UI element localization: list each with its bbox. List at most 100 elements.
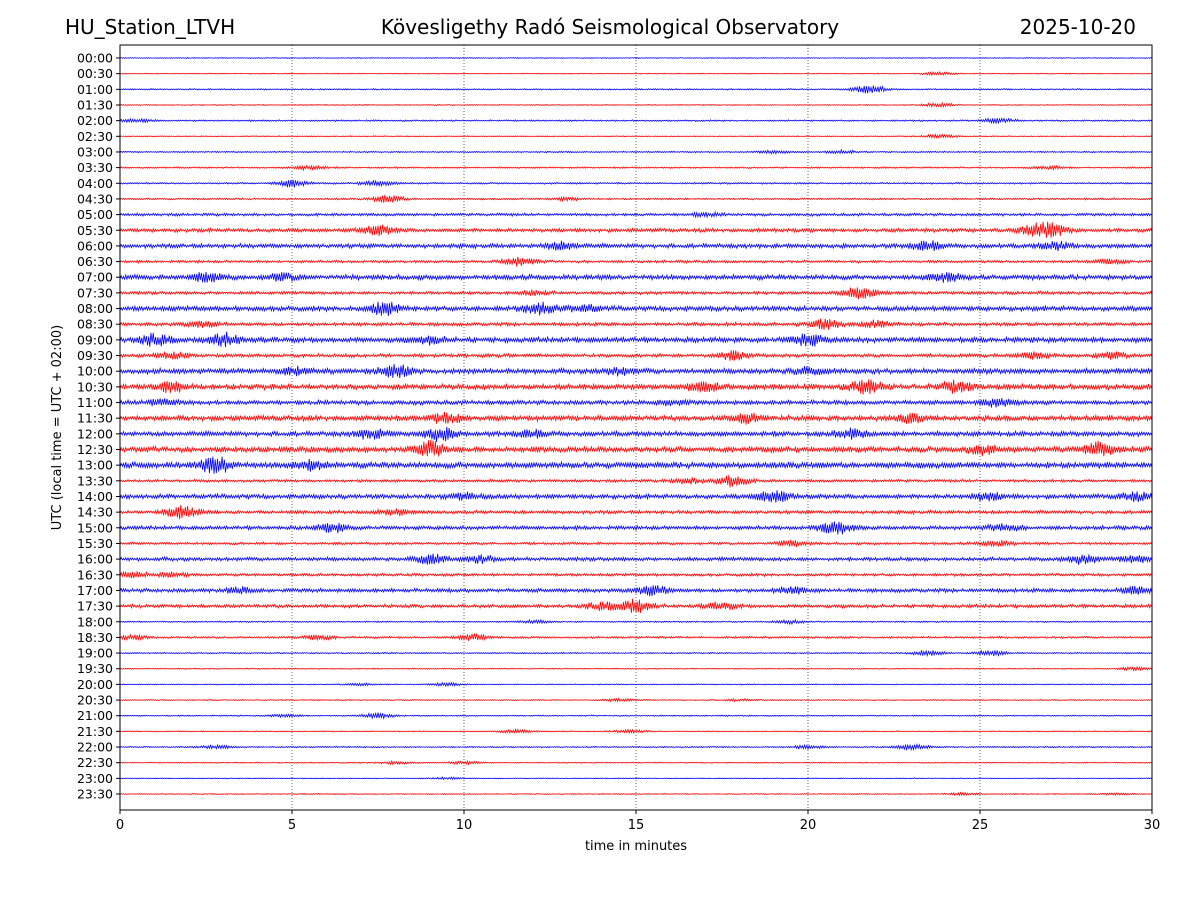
trace-21:30: [119, 728, 1153, 735]
y-tick-label-00:00: 00:00: [77, 51, 113, 66]
y-tick-label-17:00: 17:00: [77, 583, 113, 598]
y-tick-label-18:30: 18:30: [77, 630, 113, 645]
trace-19:00: [119, 649, 1153, 657]
y-tick-label-05:00: 05:00: [77, 207, 113, 222]
trace-22:00: [119, 742, 1153, 752]
trace-04:00: [119, 179, 1153, 188]
y-tick-label-09:00: 09:00: [77, 332, 113, 347]
trace-01:30: [119, 101, 1153, 109]
trace-17:00: [119, 585, 1153, 597]
y-tick-label-10:30: 10:30: [77, 379, 113, 394]
trace-18:00: [119, 618, 1153, 626]
y-tick-label-07:30: 07:30: [77, 285, 113, 300]
trace-10:30: [119, 379, 1153, 395]
trace-14:00: [119, 490, 1153, 503]
chart-date: 2025-10-20: [1019, 15, 1136, 39]
trace-18:30: [119, 633, 1153, 642]
trace-05:00: [119, 210, 1153, 219]
y-tick-label-08:00: 08:00: [77, 301, 113, 316]
y-tick-label-05:30: 05:30: [77, 223, 113, 238]
station-name: HU_Station_LTVH: [65, 15, 236, 39]
x-axis-label: time in minutes: [585, 839, 687, 854]
y-tick-label-15:00: 15:00: [77, 520, 113, 535]
y-tick-label-10:00: 10:00: [77, 364, 113, 379]
trace-16:30: [119, 570, 1153, 579]
y-tick-label-19:00: 19:00: [77, 646, 113, 661]
y-tick-label-19:30: 19:30: [77, 661, 113, 676]
y-tick-label-07:00: 07:00: [77, 270, 113, 285]
trace-11:00: [119, 398, 1153, 408]
trace-15:30: [119, 539, 1153, 548]
y-tick-label-02:00: 02:00: [77, 113, 113, 128]
x-tick-label-25: 25: [972, 818, 989, 833]
trace-03:30: [119, 164, 1153, 172]
y-tick-label-11:00: 11:00: [77, 395, 113, 410]
y-tick-label-16:00: 16:00: [77, 552, 113, 567]
y-tick-label-14:00: 14:00: [77, 489, 113, 504]
y-tick-label-06:30: 06:30: [77, 254, 113, 269]
trace-09:00: [119, 331, 1153, 348]
y-tick-label-14:30: 14:30: [77, 505, 113, 520]
trace-00:30: [119, 70, 1153, 77]
trace-07:30: [119, 287, 1153, 300]
trace-02:00: [119, 117, 1153, 125]
trace-12:00: [119, 426, 1153, 443]
y-tick-label-01:00: 01:00: [77, 82, 113, 97]
trace-14:30: [119, 504, 1153, 520]
x-axis-ticks: 0 5 10 15 20 25 30: [116, 810, 1160, 833]
y-tick-label-00:30: 00:30: [77, 66, 113, 81]
y-tick-label-22:30: 22:30: [77, 755, 113, 770]
trace-01:00: [119, 85, 1153, 94]
y-tick-label-04:00: 04:00: [77, 176, 113, 191]
trace-22:30: [119, 759, 1153, 766]
y-tick-label-06:00: 06:00: [77, 238, 113, 253]
vertical-gridlines: [291, 45, 981, 810]
trace-17:30: [119, 598, 1153, 614]
y-tick-label-01:30: 01:30: [77, 97, 113, 112]
seismic-traces: [119, 57, 1153, 797]
y-tick-label-11:30: 11:30: [77, 411, 113, 426]
y-tick-label-09:30: 09:30: [77, 348, 113, 363]
y-tick-label-20:30: 20:30: [77, 693, 113, 708]
trace-08:00: [119, 301, 1153, 316]
y-tick-label-17:30: 17:30: [77, 599, 113, 614]
x-tick-label-10: 10: [456, 818, 473, 833]
trace-09:30: [119, 350, 1153, 361]
y-tick-label-16:30: 16:30: [77, 567, 113, 582]
y-axis-label: UTC (local time = UTC + 02:00): [50, 325, 65, 530]
y-tick-label-03:00: 03:00: [77, 144, 113, 159]
y-tick-label-15:30: 15:30: [77, 536, 113, 551]
trace-23:30: [119, 791, 1153, 797]
trace-06:00: [119, 240, 1153, 252]
y-tick-label-21:00: 21:00: [77, 708, 113, 723]
y-tick-label-20:00: 20:00: [77, 677, 113, 692]
trace-12:30: [119, 440, 1153, 457]
x-tick-label-20: 20: [800, 818, 817, 833]
trace-06:30: [119, 256, 1153, 267]
x-tick-label-15: 15: [628, 818, 645, 833]
y-tick-label-12:30: 12:30: [77, 442, 113, 457]
trace-07:00: [119, 271, 1153, 283]
trace-13:30: [119, 474, 1153, 488]
trace-04:30: [119, 194, 1153, 203]
y-tick-label-23:00: 23:00: [77, 771, 113, 786]
trace-21:00: [119, 711, 1153, 720]
trace-02:30: [119, 133, 1153, 139]
y-tick-label-12:00: 12:00: [77, 426, 113, 441]
trace-03:00: [119, 148, 1153, 155]
trace-05:30: [119, 221, 1153, 238]
trace-19:30: [119, 665, 1153, 672]
y-axis-ticks: 00:0000:3001:0001:3002:0002:3003:0003:30…: [77, 51, 120, 802]
y-tick-label-18:00: 18:00: [77, 614, 113, 629]
trace-00:00: [119, 57, 1153, 59]
trace-11:30: [119, 411, 1153, 425]
trace-16:00: [119, 553, 1153, 565]
chart-title: Kövesligethy Radó Seismological Observat…: [380, 15, 840, 39]
trace-20:00: [119, 681, 1153, 688]
y-tick-label-13:30: 13:30: [77, 473, 113, 488]
y-tick-label-04:30: 04:30: [77, 191, 113, 206]
x-tick-label-5: 5: [288, 818, 296, 833]
y-tick-label-21:30: 21:30: [77, 724, 113, 739]
trace-23:00: [119, 776, 1153, 781]
